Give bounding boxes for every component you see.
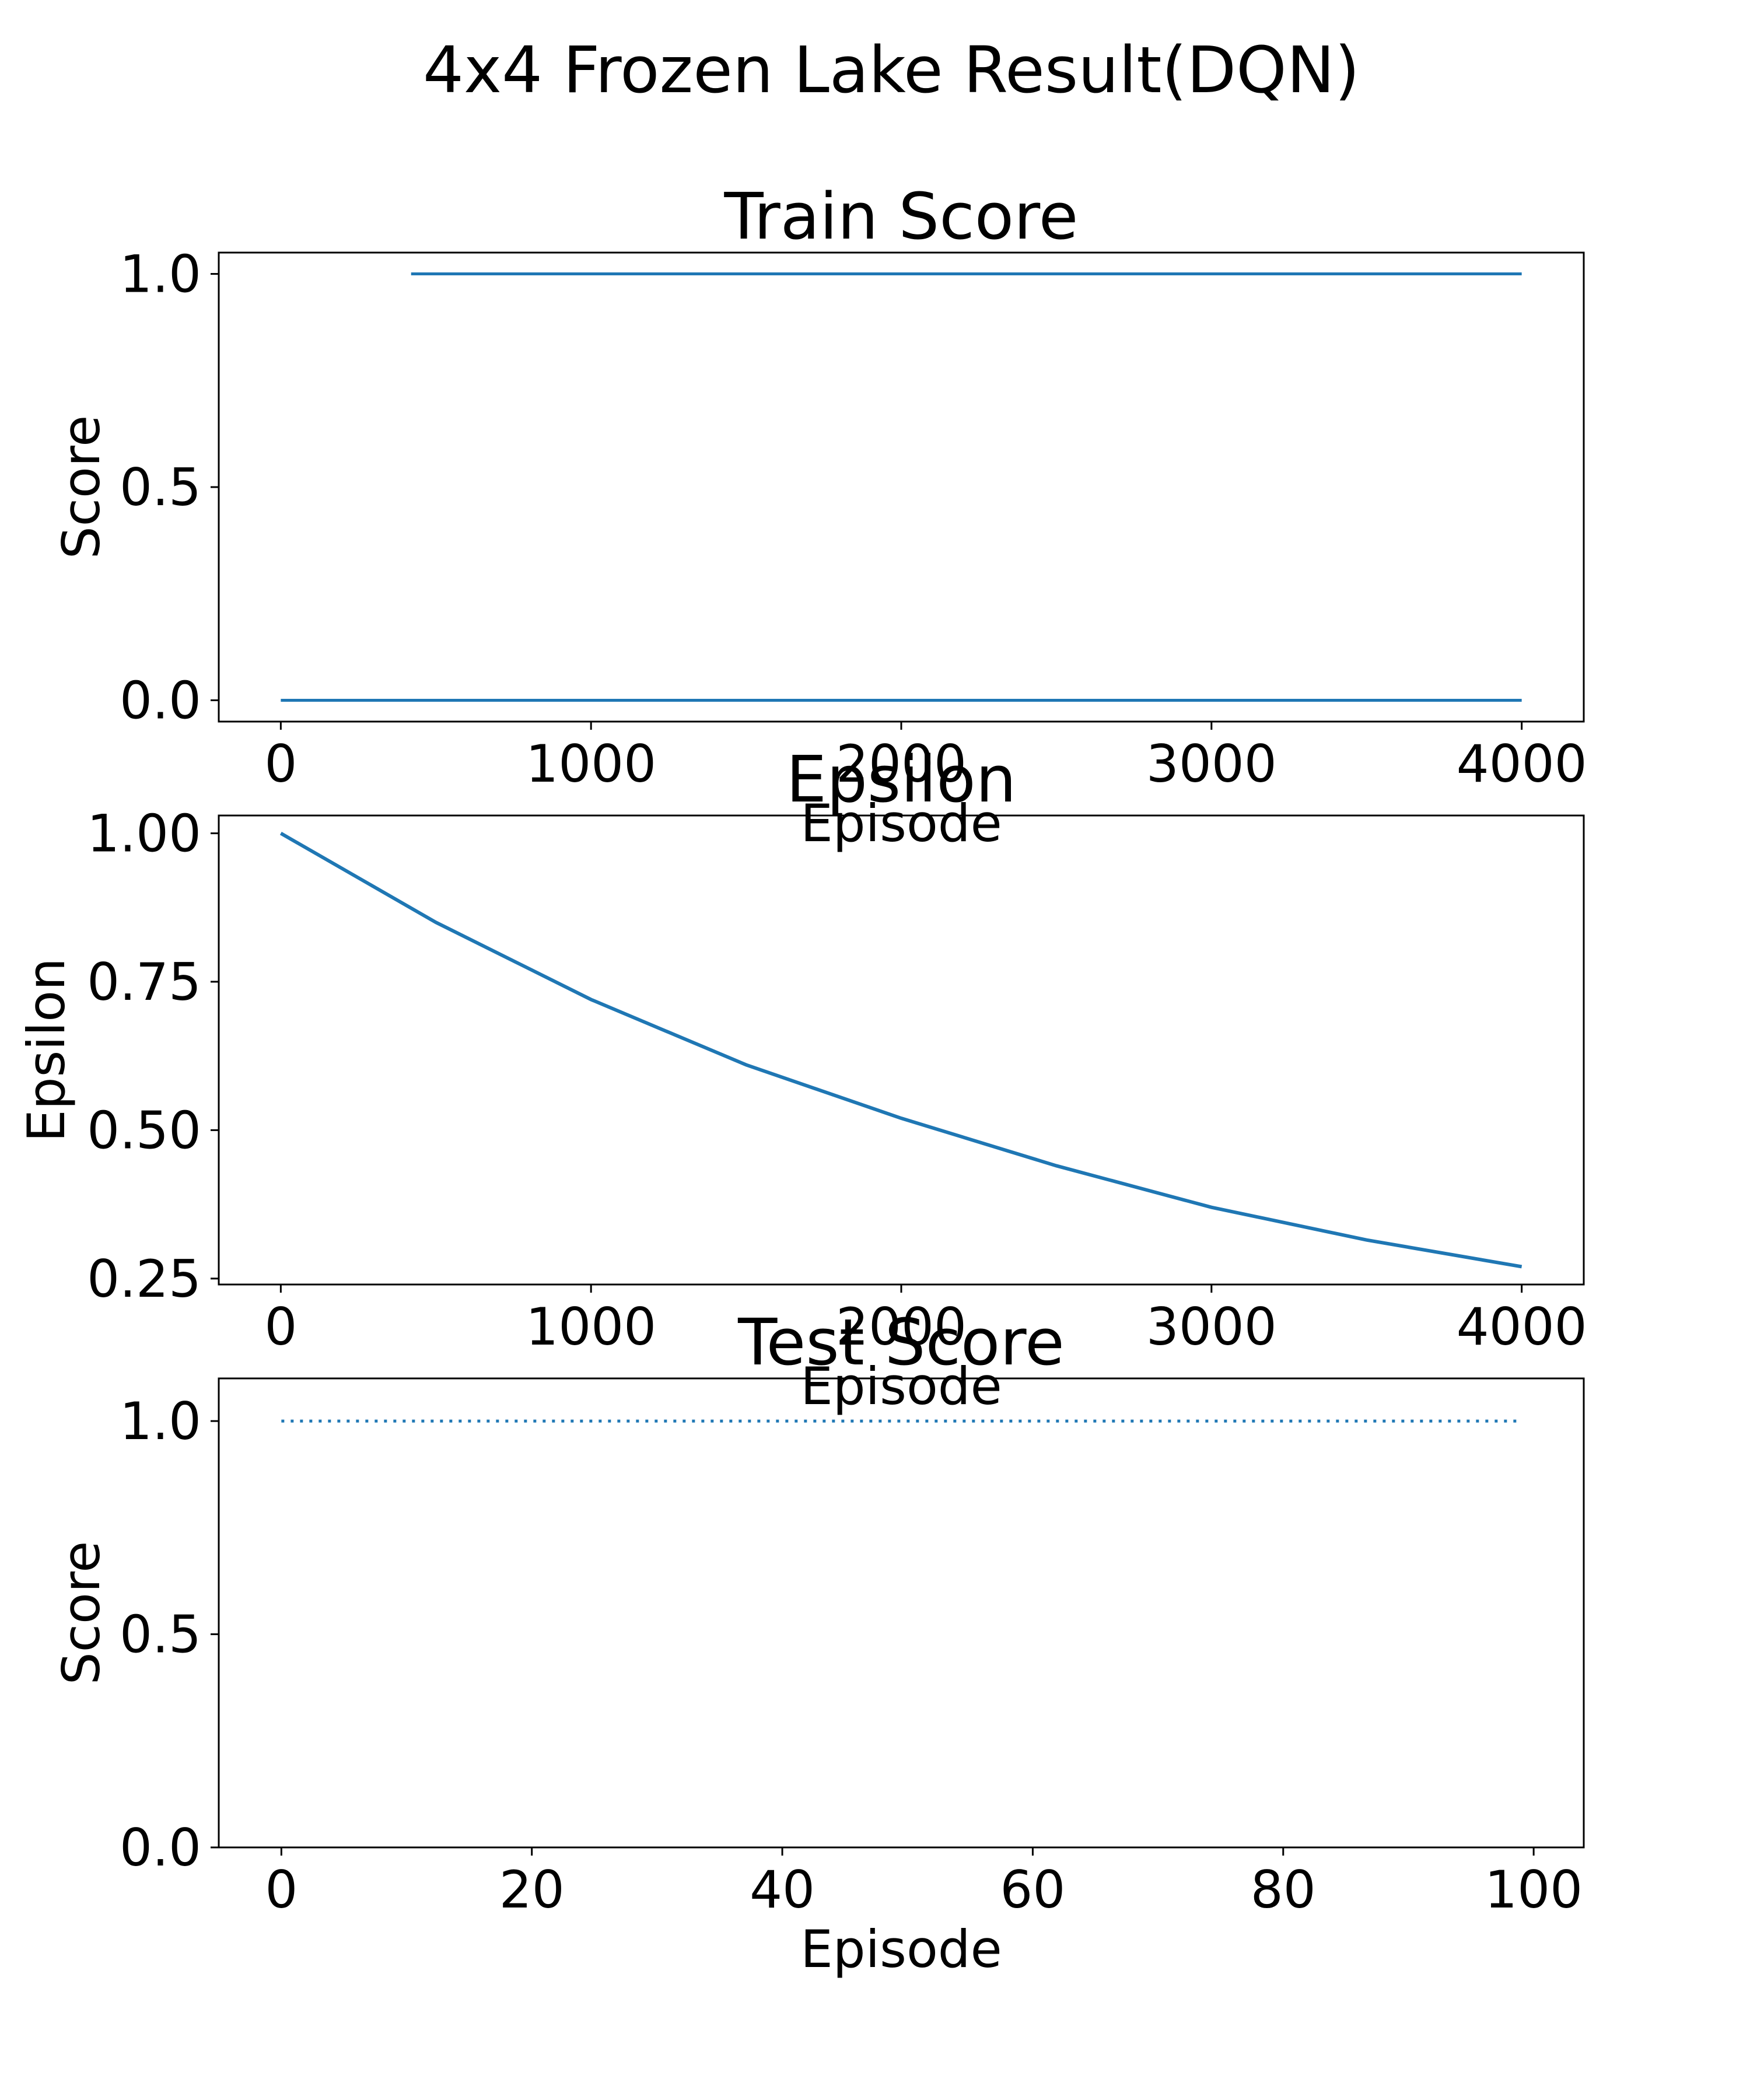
x-axis-label: Episode bbox=[800, 793, 1002, 853]
x-tick-label: 0 bbox=[264, 1297, 297, 1357]
axes-1: 0 1000 2000 3000 4000 0.0 0.5 1.0 Episode Score Tr… bbox=[51, 179, 1587, 853]
x-tick-label: 80 bbox=[1251, 1860, 1316, 1920]
x-tick-label: 60 bbox=[1000, 1860, 1065, 1920]
plot-area bbox=[279, 831, 1522, 1269]
x-axis-label: Episode bbox=[800, 1356, 1002, 1416]
y-tick-label: 0.5 bbox=[120, 1605, 201, 1665]
x-tick-label: 2000 bbox=[836, 734, 967, 794]
epsilon-line bbox=[279, 831, 1522, 1269]
x-tick-label: 2000 bbox=[836, 1297, 967, 1357]
y-tick-label: 1.00 bbox=[87, 804, 201, 864]
axes-frame bbox=[218, 1377, 1585, 1849]
x-tick-label: 3000 bbox=[1146, 1297, 1277, 1357]
axes-frame bbox=[218, 814, 1585, 1286]
plot-area bbox=[281, 272, 1522, 702]
y-tick-label: 1.0 bbox=[120, 1391, 201, 1451]
x-tick-label: 1000 bbox=[526, 734, 656, 794]
y-tick-label: 0.5 bbox=[120, 457, 201, 517]
x-tick-label: 100 bbox=[1485, 1860, 1583, 1920]
y-axis-label: Epsilon bbox=[16, 958, 76, 1142]
y-axis-label: Score bbox=[51, 1541, 111, 1685]
axes-title: Train Score bbox=[724, 179, 1079, 254]
x-tick-label: 1000 bbox=[526, 1297, 656, 1357]
y-tick-label: 0.0 bbox=[120, 1818, 201, 1878]
axes-container: 0 1000 2000 3000 40000.00.51.0EpisodeScoreTr… bbox=[16, 179, 1587, 1979]
axes-title: Epsilon bbox=[786, 742, 1017, 817]
x-axis-label: Episode bbox=[800, 1919, 1002, 1979]
y-tick-label: 0.50 bbox=[87, 1100, 201, 1160]
y-tick-label: 0.25 bbox=[87, 1249, 201, 1309]
y-tick-label: 0.0 bbox=[120, 670, 201, 730]
axes-title: Test Score bbox=[737, 1305, 1065, 1380]
x-tick-label: 20 bbox=[499, 1860, 565, 1920]
x-tick-label: 40 bbox=[750, 1860, 815, 1920]
axes-2: 0 1000 2000 3000 4000 0.25 0.50 0.75 1.00 Episode… bbox=[16, 742, 1587, 1416]
x-tick-label: 4000 bbox=[1457, 734, 1587, 794]
axes-3: 0 20 40 60 80 100 0.0 0.5 1.0 Episode Score Test Sc… bbox=[51, 1305, 1585, 1979]
y-axis-label: Score bbox=[51, 415, 111, 559]
x-tick-label: 0 bbox=[265, 1860, 298, 1920]
y-tick-label: 1.0 bbox=[120, 244, 201, 304]
x-tick-label: 4000 bbox=[1457, 1297, 1587, 1357]
axes-frame bbox=[218, 251, 1585, 723]
x-tick-label: 0 bbox=[264, 734, 297, 794]
x-tick-label: 3000 bbox=[1146, 734, 1277, 794]
y-tick-label: 0.75 bbox=[87, 952, 201, 1012]
figure-title: 4x4 Frozen Lake Result(DQN) bbox=[423, 33, 1360, 107]
